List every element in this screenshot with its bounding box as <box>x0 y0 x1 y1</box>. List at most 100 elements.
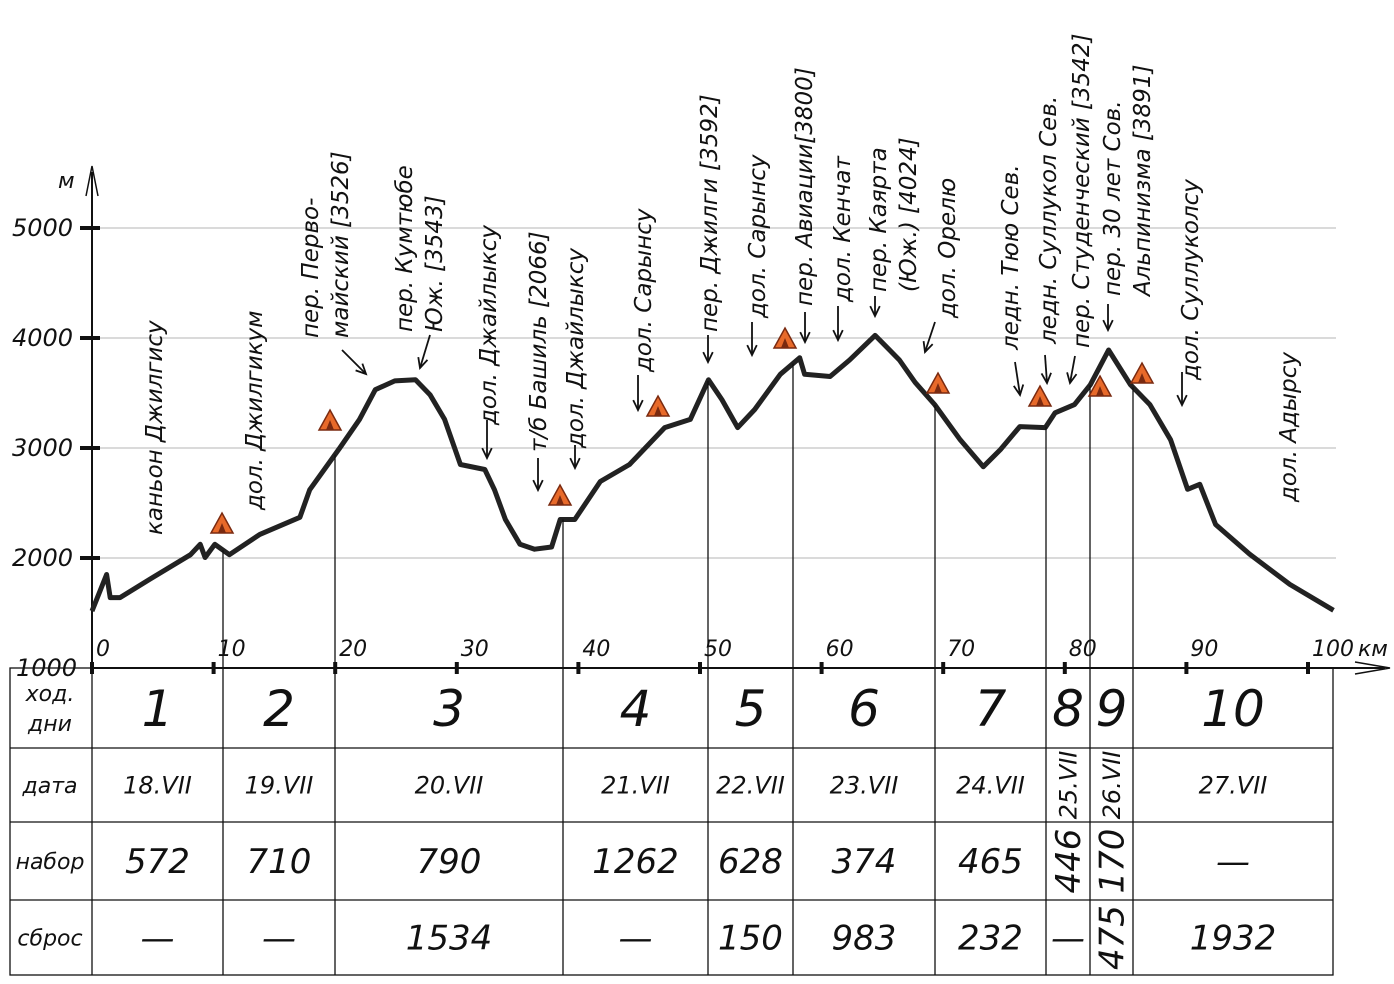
table-cell: 26.VII <box>1098 751 1126 820</box>
camp-icon-door <box>326 420 334 430</box>
annotation-arrow <box>341 349 367 375</box>
annotation-arrow <box>924 321 936 353</box>
camp-icon-door <box>654 406 662 416</box>
table-cell: — <box>1216 842 1250 882</box>
annotation-arrowhead <box>1066 372 1078 386</box>
annotation: (Юж.) [4024] <box>896 137 922 292</box>
x-tick-label: 90 <box>1190 637 1218 662</box>
table-cell: — <box>619 919 653 959</box>
annotation-arrowhead <box>869 305 881 319</box>
row-label: дни <box>27 712 72 737</box>
x-axis-arrow <box>1354 661 1391 675</box>
annotation-arrowhead <box>355 363 368 376</box>
table-cell: 20.VII <box>415 772 484 800</box>
x-axis-label: км <box>1358 637 1388 662</box>
annotation: дол. Сарынсу <box>631 208 657 373</box>
annotation-arrowhead <box>1102 319 1114 333</box>
annotation: пер. Студенческий [3542] <box>1069 33 1095 348</box>
table-cell: 4 <box>620 680 652 738</box>
y-tick-label: 2000 <box>12 544 73 572</box>
table-cell: 1932 <box>1190 919 1277 959</box>
x-tick-label: 0 <box>96 637 110 662</box>
annotation: дол. Сарынсу <box>745 154 771 319</box>
table-cell: 710 <box>247 842 312 882</box>
annotation: пер. Кумтюбе <box>392 165 418 332</box>
camp-icon-door <box>934 383 942 393</box>
table-cell: 24.VII <box>956 772 1025 800</box>
y-axis-label: м <box>58 169 75 194</box>
camp-icon-door <box>1096 386 1104 396</box>
table-cell: 19.VII <box>245 772 314 800</box>
annotation: т/б Башиль [2066] <box>526 231 552 452</box>
y-axis-arrow <box>85 165 99 197</box>
annotation: Юж. [3543] <box>422 195 448 332</box>
table-cell: 5 <box>735 680 767 738</box>
table-cell: 1534 <box>406 919 493 959</box>
row-label: набор <box>16 850 85 875</box>
table-cell: — <box>262 919 296 959</box>
table-cell: 7 <box>975 680 1007 738</box>
annotation: пер. Каярта <box>866 147 892 292</box>
annotation-arrowhead <box>1176 394 1188 408</box>
table-cell: 475 <box>1093 905 1133 970</box>
table-cell: 465 <box>958 842 1023 882</box>
camp-icon-door <box>556 495 564 505</box>
annotation: дол. Суллуколсу <box>1178 179 1204 381</box>
annotation: дол. Адырсу <box>1276 352 1302 503</box>
x-tick-label: 80 <box>1069 637 1097 662</box>
annotation-arrow <box>419 334 431 369</box>
x-tick-label: 40 <box>582 637 610 662</box>
row-label: ход. <box>25 682 75 707</box>
table-cell: 22.VII <box>716 772 785 800</box>
y-tick-label: 4000 <box>12 324 73 352</box>
annotation: Альпинизма [3891] <box>1130 65 1156 298</box>
camp-icon-door <box>1036 396 1044 406</box>
table-cell: 27.VII <box>1199 772 1268 800</box>
x-tick-label: 70 <box>947 637 975 662</box>
annotation: дол. Кенчат <box>830 156 856 303</box>
elevation-line <box>89 332 1335 613</box>
annotation: пер. Перво- <box>298 198 324 338</box>
y-tick-label: 5000 <box>12 214 73 242</box>
annotation: пер. Авиации[3800] <box>792 67 818 306</box>
table-cell: 232 <box>958 919 1023 959</box>
table-cell: 3 <box>433 680 465 738</box>
annotation: дол. Джилгикум <box>242 310 268 511</box>
table-cell: 790 <box>417 842 482 882</box>
camp-icon-door <box>218 523 226 533</box>
x-tick-label: 30 <box>461 637 489 662</box>
table-cell: 983 <box>832 919 897 959</box>
annotation: пер. 30 лет Сов. <box>1100 100 1126 296</box>
annotation: ледн. Тюю Сев. <box>998 164 1024 351</box>
table-cell: 1262 <box>592 842 679 882</box>
annotation-arrowhead <box>1013 384 1025 398</box>
annotation-arrowhead <box>1040 372 1052 386</box>
x-tick-label: 20 <box>339 637 367 662</box>
table-cell: 6 <box>848 680 880 738</box>
annotation: ледн. Суллукол Сев. <box>1036 96 1062 345</box>
annotation-arrow <box>1014 361 1021 396</box>
table-cell: 21.VII <box>601 772 670 800</box>
table-cell: 374 <box>832 842 897 882</box>
row-label: сброс <box>17 927 82 952</box>
table-cell: — <box>1051 919 1085 959</box>
table-cell: 1 <box>142 680 174 738</box>
table-cell: 18.VII <box>123 772 192 800</box>
camp-icon-door <box>781 338 789 348</box>
annotation-arrowhead <box>632 399 644 413</box>
table-cell: 628 <box>718 842 783 882</box>
table-cell: 23.VII <box>830 772 899 800</box>
table-cell: 446 <box>1049 829 1089 894</box>
annotation-arrowhead <box>832 329 844 343</box>
annotation: пер. Джилги [3592] <box>697 94 723 332</box>
x-tick-label: 50 <box>704 637 732 662</box>
annotation-arrowhead <box>481 447 493 461</box>
annotation: дол. Джайлыксу <box>563 248 589 449</box>
annotation: дол. Джайлыксу <box>476 225 502 426</box>
table-cell: 170 <box>1093 829 1133 894</box>
annotation-arrowhead <box>799 331 811 345</box>
table-cell: 25.VII <box>1055 751 1083 820</box>
table-cell: 10 <box>1201 680 1265 738</box>
annotation: майский [3526] <box>328 151 354 338</box>
